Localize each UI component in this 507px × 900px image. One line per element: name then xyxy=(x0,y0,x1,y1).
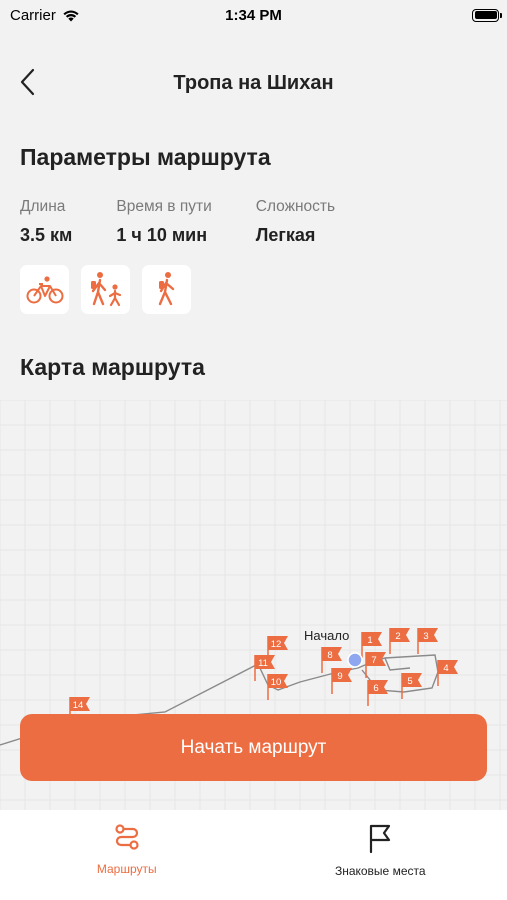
flag-marker-12[interactable]: 12 xyxy=(267,636,288,662)
tab-bar: Маршруты Знаковые места xyxy=(0,810,507,900)
param-value: 3.5 км xyxy=(20,225,73,245)
flag-marker-1[interactable]: 1 xyxy=(361,632,382,658)
param-value: 1 ч 10 мин xyxy=(116,225,208,245)
battery-icon xyxy=(472,8,502,22)
param-value: Легкая xyxy=(255,225,316,245)
flag-label: 3 xyxy=(423,631,428,642)
flag-label: 10 xyxy=(271,677,282,688)
page-title: Тропа на Шихан xyxy=(173,72,334,94)
carrier-label: Carrier xyxy=(10,6,56,24)
bicycle-icon xyxy=(26,275,63,303)
flag-marker-9[interactable]: 9 xyxy=(331,668,352,694)
tab-routes-label: Маршруты xyxy=(96,862,157,876)
activity-bicycle xyxy=(20,265,69,314)
flag-marker-11[interactable]: 11 xyxy=(254,655,275,681)
tab-landmarks[interactable]: Знаковые места xyxy=(254,810,507,900)
param-difficulty: Сложность Легкая xyxy=(256,198,335,246)
flag-marker-5[interactable]: 5 xyxy=(401,673,422,699)
param-length: Длина 3.5 км xyxy=(20,198,72,246)
route-params: Длина 3.5 км Время в пути 1 ч 10 мин Сло… xyxy=(20,198,379,246)
tab-routes[interactable]: Маршруты xyxy=(0,810,254,900)
flag-marker-2[interactable]: 2 xyxy=(389,628,410,654)
chevron-left-icon xyxy=(20,68,35,96)
hiking-with-child-icon xyxy=(90,271,121,306)
flag-marker-7[interactable]: 7 xyxy=(365,652,386,678)
param-label: Время в пути xyxy=(116,198,212,215)
flag-icon xyxy=(370,824,391,854)
route-line xyxy=(0,654,439,746)
param-label: Сложность xyxy=(255,198,336,215)
back-button[interactable] xyxy=(14,66,42,98)
start-route-button[interactable]: Начать маршрут xyxy=(20,714,487,781)
flag-label: 8 xyxy=(327,650,332,661)
hiker-icon xyxy=(158,271,174,305)
status-bar: Carrier 1:34 PM xyxy=(0,0,507,30)
tab-landmarks-label: Знаковые места xyxy=(334,864,426,878)
nav-bar: Тропа на Шихан xyxy=(0,58,507,106)
route-icon xyxy=(115,824,139,850)
activity-family-hike xyxy=(81,265,130,314)
map-title: Карта маршрута xyxy=(20,354,205,380)
flag-label: 7 xyxy=(371,655,376,666)
param-label: Длина xyxy=(20,198,66,215)
params-title: Параметры маршрута xyxy=(20,144,271,170)
flag-marker-3[interactable]: 3 xyxy=(417,628,438,654)
flag-label: 1 xyxy=(367,635,372,646)
flag-marker-8[interactable]: 8 xyxy=(321,647,342,673)
flag-label: 11 xyxy=(258,658,268,669)
activity-icons xyxy=(20,265,191,314)
flag-label: 6 xyxy=(373,683,378,694)
flag-marker-10[interactable]: 10 xyxy=(267,674,288,700)
flag-label: 4 xyxy=(443,663,448,674)
wifi-icon xyxy=(63,10,79,21)
flag-marker-6[interactable]: 6 xyxy=(367,680,388,706)
flag-label: 9 xyxy=(337,671,342,682)
activity-hike xyxy=(142,265,191,314)
flag-label: 14 xyxy=(73,700,84,711)
param-duration: Время в пути 1 ч 10 мин xyxy=(116,198,211,246)
start-label: Начало xyxy=(304,628,349,643)
status-left: Carrier xyxy=(10,7,80,24)
flag-label: 5 xyxy=(407,676,412,687)
start-marker[interactable] xyxy=(347,652,363,668)
flag-label: 2 xyxy=(395,631,400,642)
flag-label: 12 xyxy=(271,639,282,650)
flag-marker-4[interactable]: 4 xyxy=(437,660,458,686)
